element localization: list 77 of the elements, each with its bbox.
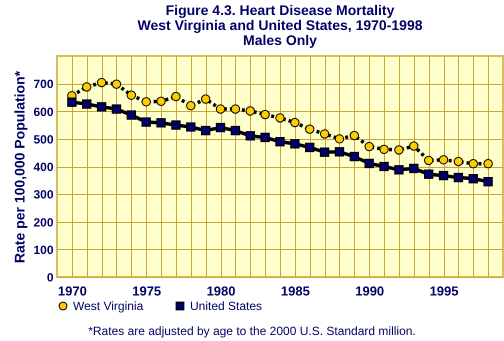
y-axis-title: Rate per 100,000 Population* [11, 70, 28, 264]
x-tick-label: 1975 [132, 284, 162, 298]
point [275, 136, 285, 146]
point [350, 130, 360, 140]
point [82, 99, 92, 109]
point [216, 122, 226, 132]
point [200, 126, 210, 136]
point [200, 94, 210, 104]
point [156, 96, 166, 106]
point [364, 142, 374, 152]
point [305, 142, 314, 152]
point [424, 170, 434, 179]
point [454, 172, 464, 182]
point [171, 92, 181, 102]
point [186, 122, 196, 132]
point [275, 113, 285, 123]
point [67, 97, 77, 107]
point [260, 110, 270, 120]
point [171, 120, 181, 130]
point [468, 159, 478, 168]
point [230, 104, 240, 114]
point [305, 124, 314, 134]
point [290, 139, 300, 149]
point [246, 131, 255, 141]
point [394, 165, 404, 174]
point [142, 117, 151, 127]
point [379, 144, 389, 154]
point [246, 106, 255, 116]
point [483, 159, 493, 168]
y-tick-label: 100 [33, 242, 54, 257]
point [186, 101, 196, 110]
legend-label: United States [190, 299, 262, 313]
point [82, 82, 92, 92]
point [142, 97, 151, 107]
x-tick-label: 1980 [206, 284, 236, 298]
y-tick-label: 300 [33, 188, 54, 202]
point [290, 118, 300, 128]
x-tick-label: 1985 [280, 284, 310, 298]
point [156, 118, 166, 128]
point [438, 170, 448, 180]
x-tick-label: 1995 [430, 284, 458, 298]
point [126, 90, 136, 100]
point [424, 156, 434, 166]
point [96, 102, 106, 112]
point [409, 164, 418, 174]
point [112, 80, 122, 89]
point [438, 155, 448, 165]
point [260, 132, 270, 142]
point [364, 158, 374, 168]
point [216, 104, 226, 114]
point [126, 110, 136, 120]
point [468, 174, 478, 184]
point [320, 129, 330, 139]
y-tick-label: 600 [33, 104, 54, 119]
point [334, 134, 344, 144]
point [96, 78, 106, 88]
point [320, 147, 330, 157]
x-tick-label: 1990 [355, 284, 384, 298]
chart-subtitle: West Virginia and United States, 1970-1998 Males Only [137, 17, 423, 48]
y-tick-label: 500 [33, 132, 54, 146]
point [454, 156, 464, 166]
y-tick-label: 400 [33, 160, 54, 174]
y-tick-label: 0 [46, 270, 54, 284]
point [350, 152, 360, 162]
point [483, 177, 493, 186]
legend-label: West Virginia [73, 299, 144, 313]
chart-title: Figure 4.3. Heart Disease Mortality [166, 2, 395, 18]
point [409, 141, 418, 151]
point [379, 162, 389, 172]
point [334, 147, 344, 157]
y-tick-label: 700 [33, 77, 54, 92]
y-tick-label: 200 [33, 215, 54, 230]
point [112, 104, 122, 114]
point [230, 126, 240, 136]
point [394, 145, 404, 155]
x-tick-label: 1970 [58, 284, 87, 298]
text: *Rates are adjusted by age to the 2000 U.S. Standard million. [87, 324, 417, 338]
